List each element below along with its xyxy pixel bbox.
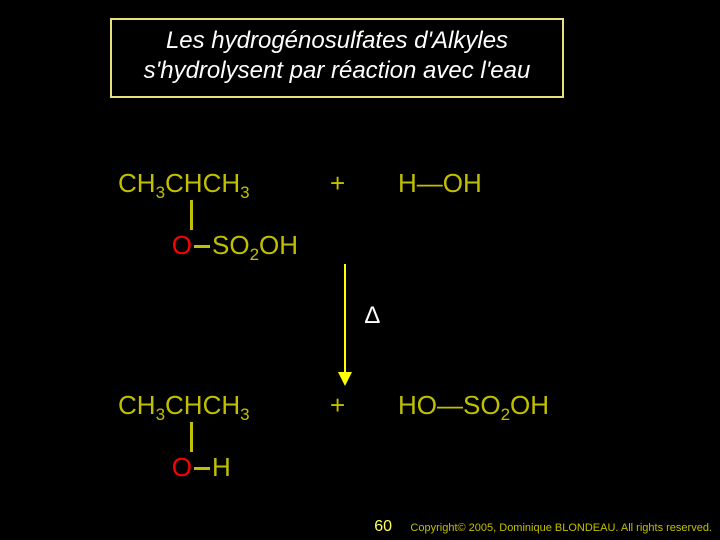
reaction-arrow-head — [338, 372, 352, 386]
title-line1: Les hydrogénosulfates d'Alkyles — [166, 27, 508, 54]
so-oh: OH — [259, 230, 298, 260]
branch-H-2: H — [212, 452, 231, 483]
so-sub: 2 — [250, 245, 259, 264]
plus-2: + — [330, 390, 345, 421]
so: SO — [212, 230, 250, 260]
branch-SO2OH: SO2OH — [212, 230, 298, 265]
bond-v-2 — [190, 422, 193, 452]
page-number: 60 — [374, 518, 392, 536]
p1-s2: 3 — [240, 405, 249, 424]
water-oh: OH — [443, 168, 482, 198]
copyright-text: Copyright© 2005, Dominique BLONDEAU. All… — [410, 522, 712, 534]
water-dash: — — [417, 168, 443, 198]
water: H—OH — [398, 168, 482, 199]
r1-s1: 3 — [156, 183, 165, 202]
p1-s1: 3 — [156, 405, 165, 424]
p2-oh: OH — [510, 390, 549, 420]
r1-s2: 3 — [240, 183, 249, 202]
branch-O-1: O — [152, 230, 192, 261]
reactant-1: CH3CHCH3 — [118, 168, 250, 203]
bond-h-2 — [194, 467, 210, 470]
p2-sub: 2 — [501, 405, 510, 424]
water-h: H — [398, 168, 417, 198]
r1-mid: CHCH — [165, 168, 240, 198]
branch-O-2: O — [152, 452, 192, 483]
p1-ch: CH — [118, 390, 156, 420]
title-box: Les hydrogénosulfates d'Alkyles s'hydrol… — [110, 18, 564, 98]
plus-1: + — [330, 168, 345, 199]
title-line2: s'hydrolysent par réaction avec l'eau — [144, 57, 531, 84]
product-1: CH3CHCH3 — [118, 390, 250, 425]
bond-v-1 — [190, 200, 193, 230]
delta-symbol: ∆ — [365, 302, 380, 330]
r1-ch: CH — [118, 168, 156, 198]
p2-dash: — — [437, 390, 463, 420]
reaction-arrow — [344, 264, 346, 374]
p2-so: SO — [463, 390, 501, 420]
bond-h-1 — [194, 245, 210, 248]
p1-mid: CHCH — [165, 390, 240, 420]
p2-ho: HO — [398, 390, 437, 420]
product-2: HO—SO2OH — [398, 390, 549, 425]
